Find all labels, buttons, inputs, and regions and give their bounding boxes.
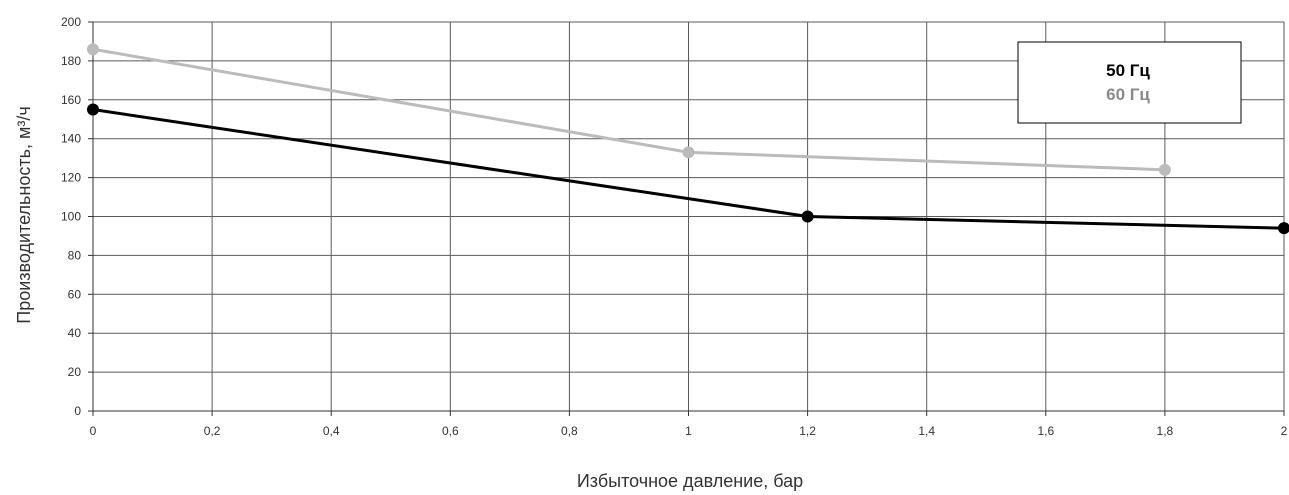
x-tick-label: 0 — [90, 424, 97, 438]
x-tick-label: 1,4 — [918, 424, 935, 438]
y-tick-label: 140 — [61, 132, 81, 146]
x-tick-label: 1,2 — [799, 424, 816, 438]
data-point — [1278, 222, 1289, 235]
x-tick-label: 2 — [1281, 424, 1288, 438]
series-line — [92, 47, 1165, 172]
x-axis-label: Избыточное давление, бар — [577, 471, 803, 491]
y-tick-label: 100 — [61, 210, 81, 224]
y-tick-label: 40 — [68, 326, 82, 340]
legend-entry-50hz: 50 Гц — [1106, 61, 1150, 80]
x-tick-label: 1,8 — [1157, 424, 1174, 438]
legend: 50 Гц 60 Гц — [1017, 41, 1242, 124]
y-tick-label: 60 — [68, 287, 82, 301]
x-tick-label: 1,6 — [1037, 424, 1054, 438]
data-point — [87, 103, 99, 116]
y-tick-label: 0 — [74, 404, 81, 418]
x-tick-label: 0,6 — [442, 424, 459, 438]
y-tick-label: 80 — [68, 248, 82, 262]
y-tick-label: 200 — [61, 15, 81, 29]
series-layer — [87, 43, 1289, 235]
x-tick-label: 0,4 — [323, 424, 340, 438]
data-point — [1158, 163, 1171, 176]
data-point — [682, 146, 695, 159]
y-tick-label: 160 — [61, 93, 81, 107]
x-tick-label: 1 — [685, 424, 692, 438]
y-tick-label: 180 — [61, 54, 81, 68]
legend-entry-60hz: 60 Гц — [1106, 85, 1150, 104]
data-point — [801, 210, 814, 223]
data-point — [87, 43, 99, 56]
x-tick-labels: 0 0,2 0,4 0,6 0,8 1 1,2 1,4 1,6 1,8 2 — [90, 424, 1288, 438]
x-tick-label: 0,8 — [561, 424, 578, 438]
y-tick-labels: 0 20 40 60 80 100 120 140 160 180 200 — [61, 15, 81, 418]
x-tick-label: 0,2 — [204, 424, 221, 438]
series-0 — [87, 103, 1289, 235]
legend-box — [1017, 41, 1242, 124]
series-1 — [87, 43, 1171, 176]
y-axis-label: Производительность, м³/ч — [14, 106, 34, 323]
y-tick-label: 120 — [61, 171, 81, 185]
y-tick-label: 20 — [68, 365, 82, 379]
axes — [88, 21, 1285, 416]
